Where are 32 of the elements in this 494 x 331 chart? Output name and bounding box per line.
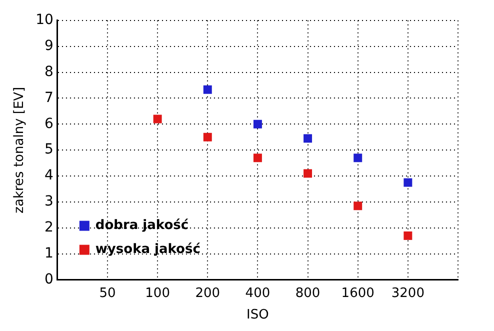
point (354, 154, 362, 162)
x-axis-title: ISO (246, 308, 269, 323)
point (304, 169, 312, 178)
point (354, 202, 362, 210)
legend-label: wysoka jakość (95, 242, 201, 258)
x-tick-label: 50 (99, 286, 116, 301)
point (304, 134, 312, 143)
point (203, 132, 212, 142)
y-tick-label: 3 (44, 194, 54, 210)
y-tick-label: 7 (44, 90, 54, 106)
x-tick-label: 200 (195, 286, 220, 301)
y-tick-label: 10 (36, 12, 54, 28)
point (404, 231, 412, 240)
y-tick-label: 0 (44, 271, 54, 288)
point (253, 154, 262, 162)
y-tick-label: 6 (44, 116, 54, 132)
y-tick-label: 5 (44, 142, 54, 158)
point (253, 120, 262, 128)
point (203, 85, 212, 94)
y-tick-label: 9 (44, 38, 54, 54)
y-tick-label: 8 (44, 64, 54, 80)
x-tick-label: 3200 (391, 286, 424, 301)
x-tick-label: 800 (295, 286, 320, 301)
point (404, 178, 412, 187)
x-tick-label: 100 (145, 286, 170, 301)
x-tick-label: 400 (245, 286, 270, 301)
point (153, 114, 162, 124)
y-axis-title: zakres tonalny [EV] (12, 86, 28, 214)
y-tick-label: 4 (44, 168, 54, 184)
x-tick-label: 1600 (341, 286, 374, 301)
y-tick-label: 2 (44, 220, 54, 236)
y-tick-label: 1 (44, 246, 54, 262)
